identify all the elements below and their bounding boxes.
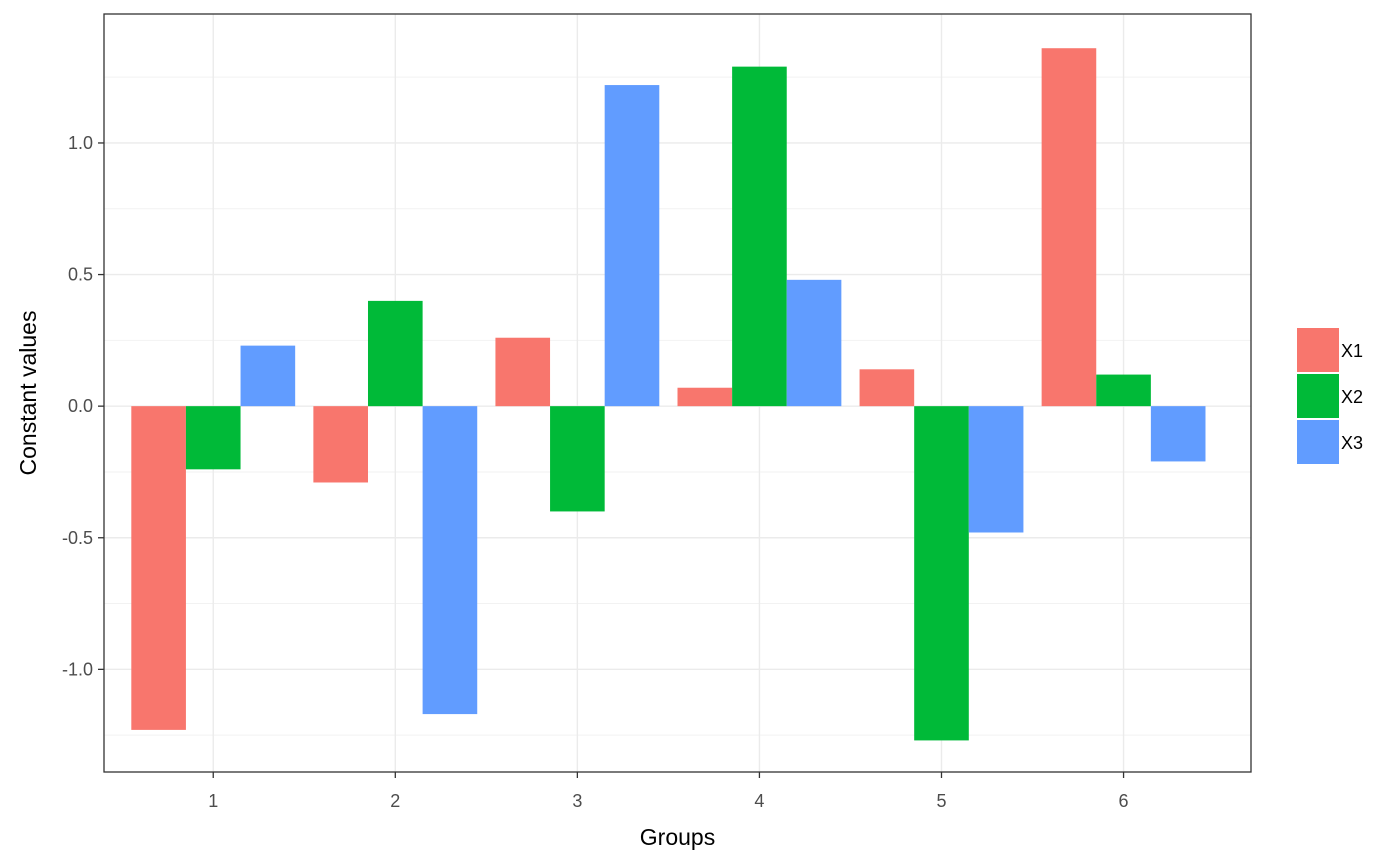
- y-tick-label: 0.5: [68, 265, 93, 285]
- bar-X1-group-5: [859, 369, 915, 407]
- bar-X1-group-3: [495, 337, 551, 407]
- x-tick-label: 1: [208, 791, 218, 811]
- y-tick-label: -0.5: [62, 528, 93, 548]
- y-axis-title: Constant values: [15, 311, 41, 476]
- bar-X3-group-3: [604, 85, 660, 407]
- bar-X3-group-6: [1150, 406, 1206, 462]
- legend-label-X2: X2: [1341, 387, 1363, 407]
- y-tick-label: 1.0: [68, 133, 93, 153]
- grid-minor: [104, 76, 1251, 736]
- legend-key-X1: [1297, 328, 1339, 372]
- x-axis-title: Groups: [640, 824, 715, 850]
- x-tick-label: 5: [936, 791, 946, 811]
- bar-X3-group-2: [422, 406, 478, 715]
- legend: X1 X2 X3: [1297, 328, 1363, 464]
- bar-X1-group-2: [313, 406, 368, 483]
- bar-X2-group-1: [185, 406, 241, 470]
- bar-X1-group-6: [1041, 48, 1097, 407]
- y-tick-label: 0.0: [68, 396, 93, 416]
- x-tick-label: 2: [390, 791, 400, 811]
- bar-X2-group-3: [550, 406, 605, 512]
- legend-label-X3: X3: [1341, 433, 1363, 453]
- legend-key-X3: [1297, 420, 1339, 464]
- bar-X3-group-1: [240, 345, 296, 407]
- x-tick-label: 3: [572, 791, 582, 811]
- panel-border: [103, 13, 1252, 773]
- bar-X3-group-5: [968, 406, 1024, 533]
- x-axis: 1 2 3 4 5 6: [208, 772, 1129, 811]
- y-axis: -1.0 -0.5 0.0 0.5 1.0: [62, 133, 104, 679]
- bars: [131, 48, 1206, 741]
- bar-X1-group-4: [677, 387, 733, 407]
- bar-X1-group-1: [131, 406, 186, 730]
- bar-X2-group-2: [367, 300, 423, 407]
- legend-label-X1: X1: [1341, 341, 1363, 361]
- bar-X2-group-4: [732, 66, 787, 407]
- x-tick-label: 4: [754, 791, 764, 811]
- bar-X2-group-5: [914, 406, 969, 741]
- legend-key-X2: [1297, 374, 1339, 418]
- bar-X3-group-4: [786, 279, 842, 407]
- y-tick-label: -1.0: [62, 659, 93, 679]
- x-tick-label: 6: [1119, 791, 1129, 811]
- bar-X2-group-6: [1096, 374, 1151, 407]
